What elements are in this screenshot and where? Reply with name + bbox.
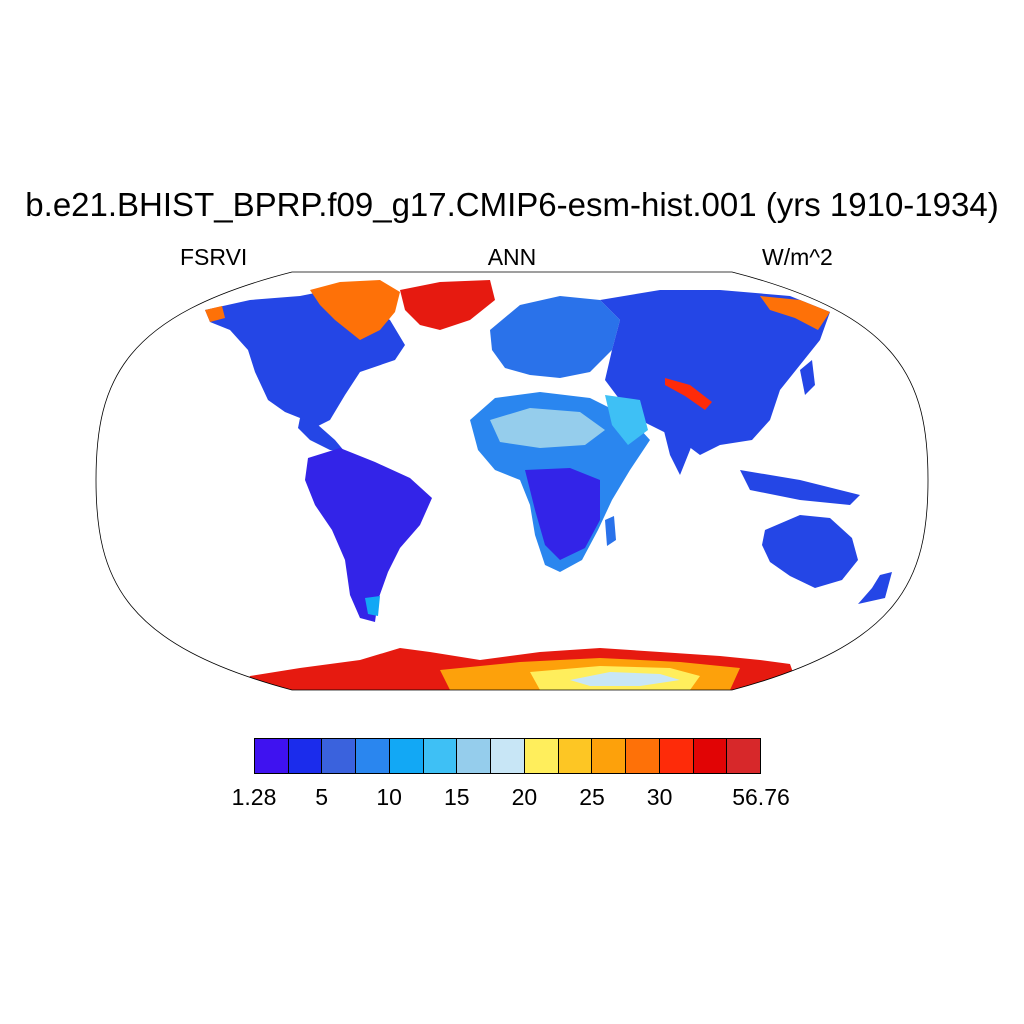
colorbar-tick-label: 1.28 — [231, 784, 277, 810]
colorbar-tick-label: 10 — [376, 784, 402, 810]
map-fill-layer — [205, 280, 892, 690]
arabia-light — [605, 395, 648, 445]
colorbar-swatch — [692, 738, 727, 774]
arctic-archipelago — [310, 280, 400, 340]
south-america-region — [305, 448, 432, 622]
japan-region — [800, 360, 815, 395]
colorbar-swatch — [422, 738, 457, 774]
central-america-region — [298, 418, 345, 452]
colorbar — [254, 738, 762, 774]
colorbar-tick-label: 5 — [315, 784, 328, 810]
season-label: ANN — [487, 244, 537, 270]
siberia-high — [760, 296, 830, 330]
plot-title: b.e21.BHIST_BPRP.f09_g17.CMIP6-esm-hist.… — [25, 186, 999, 223]
colorbar-swatch — [388, 738, 423, 774]
europe-region — [490, 296, 620, 378]
colorbar-swatch — [456, 738, 491, 774]
colorbar-tick-label: 15 — [444, 784, 470, 810]
colorbar-swatch — [287, 738, 322, 774]
greenland-region — [400, 280, 495, 330]
colorbar-swatch — [591, 738, 626, 774]
colorbar-swatch — [625, 738, 659, 774]
colorbar-swatch — [490, 738, 524, 774]
colorbar-swatch — [523, 738, 558, 774]
madagascar-region — [605, 516, 616, 546]
map-boundary — [95, 271, 929, 691]
colorbar-swatch — [557, 738, 592, 774]
tibet-high — [665, 378, 712, 410]
australia-region — [762, 515, 858, 588]
colorbar-swatch — [658, 738, 693, 774]
patagonia-light — [365, 596, 380, 616]
colorbar-swatch — [254, 738, 288, 774]
central-africa-dark — [525, 468, 600, 560]
colorbar-swatch — [726, 738, 762, 774]
colorbar-tick-label: 56.76 — [732, 784, 790, 810]
india-region — [660, 415, 700, 475]
colorbar-swatch — [355, 738, 389, 774]
new-zealand-region — [858, 572, 892, 604]
colorbar-swatch — [321, 738, 356, 774]
colorbar-tick-label: 30 — [646, 784, 673, 810]
antarctica-peak — [570, 672, 680, 686]
colorbar-tick-label: 20 — [511, 784, 538, 810]
asia-region — [600, 290, 830, 455]
sahara-light — [490, 408, 605, 448]
alaska-high — [205, 306, 225, 322]
colorbar-tick-label: 25 — [579, 784, 605, 810]
variable-label: FSRVI — [180, 244, 248, 270]
units-label: W/m^2 — [762, 244, 833, 270]
indonesia-region — [740, 470, 860, 505]
